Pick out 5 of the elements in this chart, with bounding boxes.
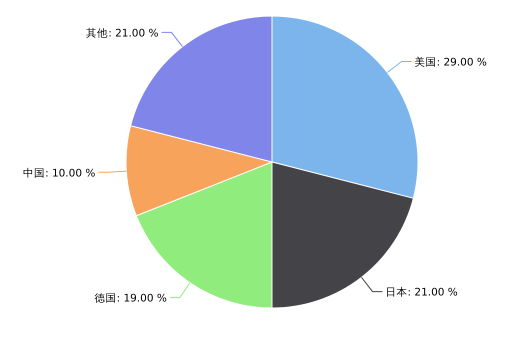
slice-label: 美国: 29.00 % — [414, 55, 487, 68]
slice-label: 其他: 21.00 % — [86, 26, 159, 40]
slice-label: 日本: 21.00 % — [386, 286, 458, 299]
slice-label: 中国: 10.00 % — [23, 166, 96, 180]
slice-label: 德国: 19.00 % — [94, 292, 167, 305]
